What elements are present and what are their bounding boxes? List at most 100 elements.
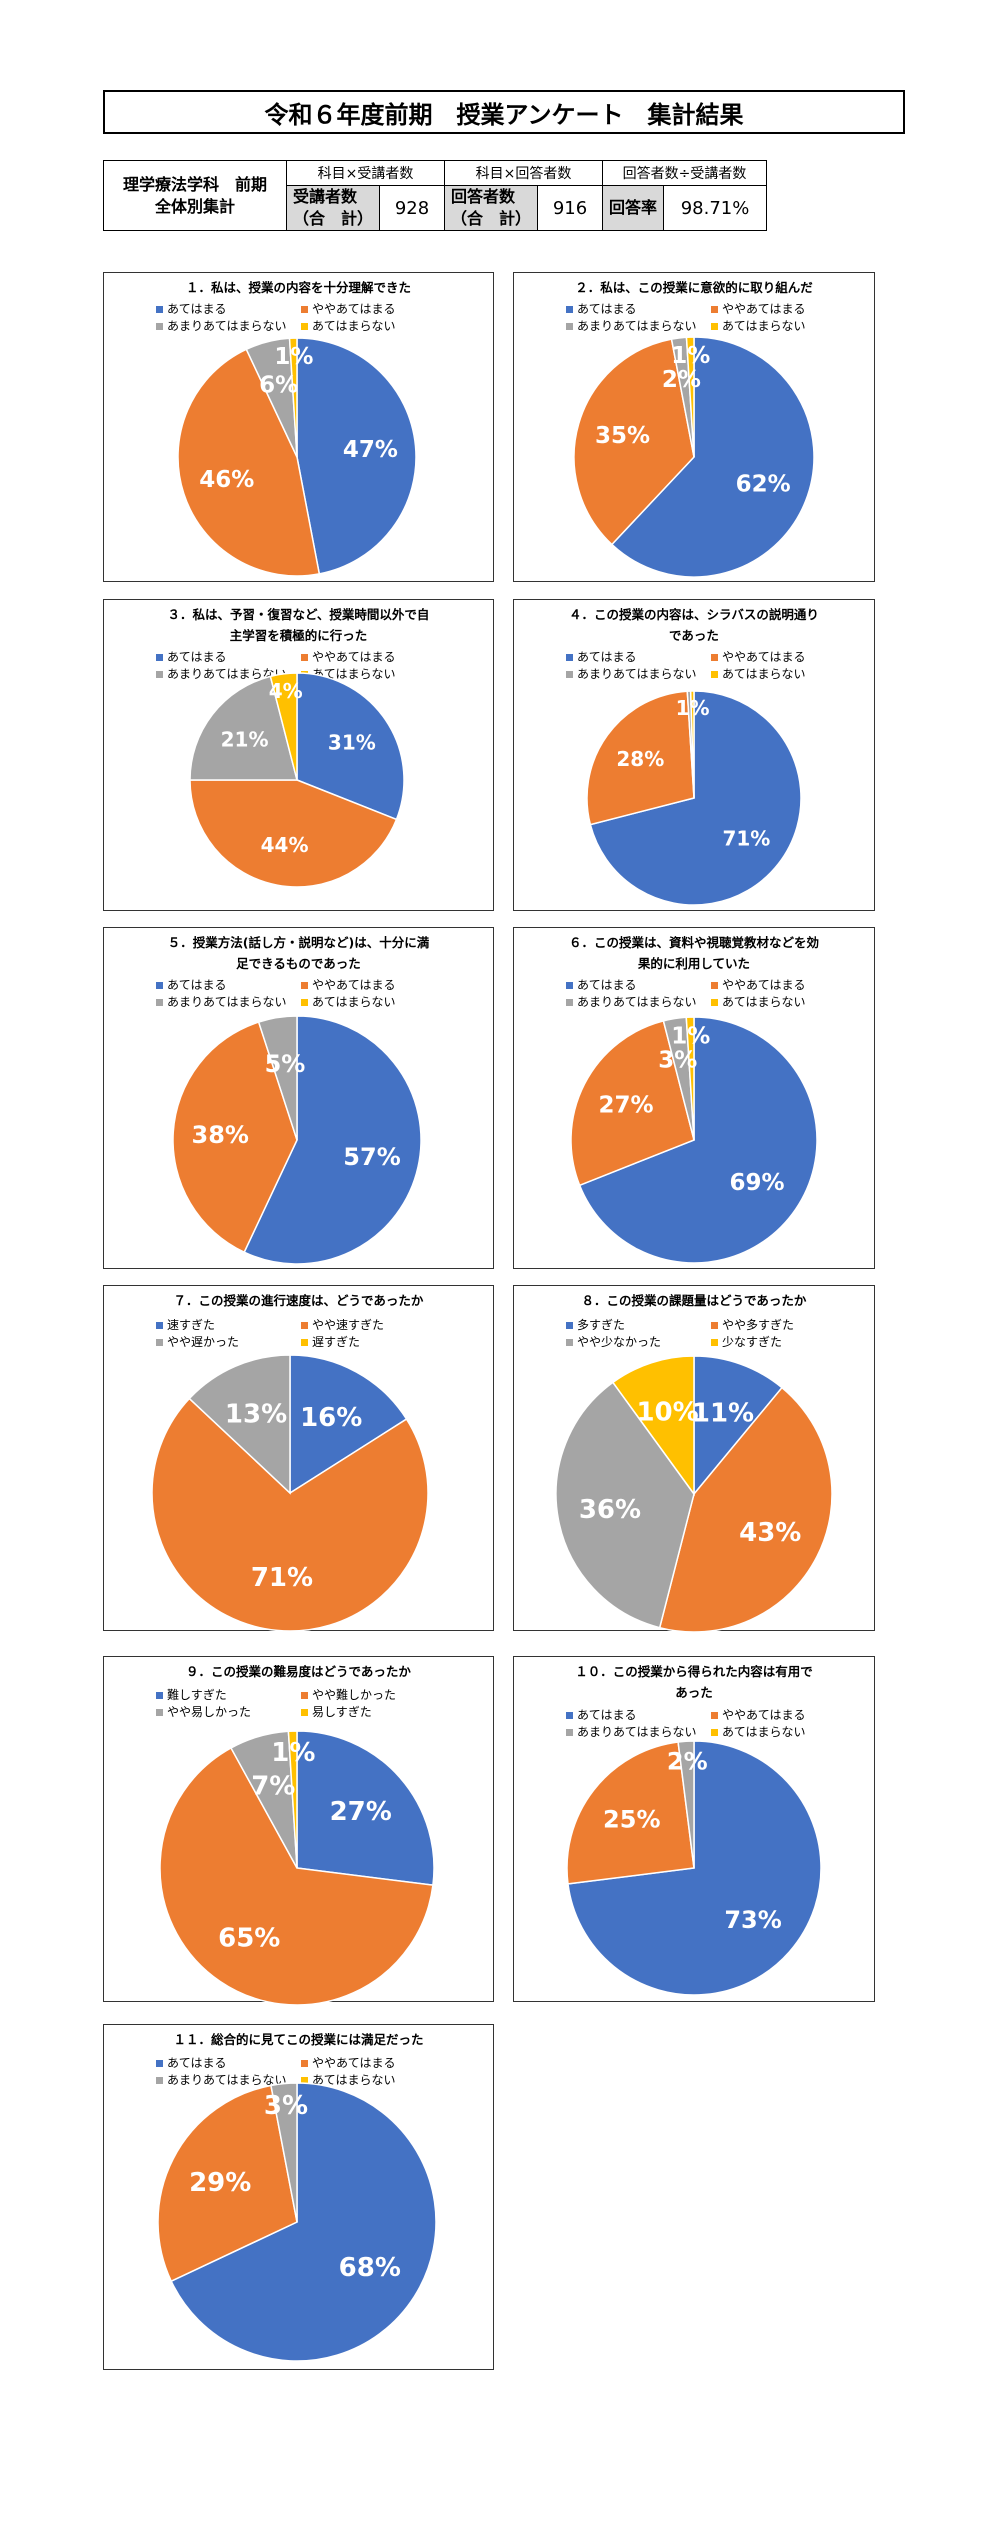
pie-slice (257, 1015, 298, 1141)
legend-label: あまりあてはまらない (577, 667, 697, 681)
chart-legend: 難しすぎた やや難しかった やや易しかった 易しすぎた (156, 1687, 446, 1721)
pie-data-label: 4% (269, 679, 303, 703)
pie-slice (177, 348, 321, 577)
legend-label: ややあてはまる (722, 302, 806, 316)
pie-slice (189, 779, 398, 888)
legend-item: あてはまる (566, 301, 711, 318)
legend-item: やや多すぎた (711, 1317, 856, 1334)
pie-slice (296, 672, 405, 821)
legend-swatch (156, 982, 163, 989)
pie-slice (172, 1021, 298, 1254)
chart-legend: あてはまる ややあてはまる あまりあてはまらない あてはまらない (566, 977, 856, 1011)
legend-item: 難しすぎた (156, 1687, 301, 1704)
legend-swatch (301, 306, 308, 313)
legend-item: あまりあてはまらない (566, 666, 711, 683)
legend-swatch (301, 1692, 308, 1699)
legend-label: あまりあてはまらない (167, 2073, 287, 2087)
legend-label: あまりあてはまらない (167, 995, 287, 1009)
legend-swatch (156, 671, 163, 678)
legend-swatch (566, 1729, 573, 1736)
legend-label: ややあてはまる (312, 2056, 396, 2070)
legend-label: 少なすぎた (722, 1335, 783, 1349)
legend-label: あまりあてはまらない (167, 667, 287, 681)
legend-item: やや速すぎた (301, 1317, 446, 1334)
legend-swatch (566, 982, 573, 989)
legend-swatch (711, 1729, 718, 1736)
pie-data-label: 29% (189, 2168, 251, 2198)
pie-data-label: 36% (579, 1495, 641, 1525)
pie-data-label: 3% (658, 1048, 697, 1074)
chart-title: ６．この授業は、資料や視聴覚教材などを効 果的に利用していた (568, 935, 819, 971)
legend-label: あてはまる (167, 302, 227, 316)
legend-swatch (711, 982, 718, 989)
legend-swatch (156, 999, 163, 1006)
legend-item: あてはまらない (711, 666, 856, 683)
chart-title: １．私は、授業の内容を十分理解できた (185, 280, 411, 295)
legend-item: あてはまらない (711, 994, 856, 1011)
pie-slice (586, 690, 695, 826)
summary-enrolled-label: 受講者数 （合 計） (285, 185, 381, 231)
legend-item: あまりあてはまらない (566, 1724, 711, 1741)
legend-label: やや多すぎた (722, 1318, 795, 1332)
legend-swatch (711, 306, 718, 313)
pie-slice (188, 1354, 291, 1495)
pie-data-label: 62% (736, 471, 791, 497)
legend-label: ややあてはまる (312, 978, 396, 992)
pie-data-label: 2% (662, 367, 701, 393)
legend-label: 難しすぎた (167, 1688, 227, 1702)
pie-data-label: 69% (730, 1170, 785, 1196)
pie-slice (658, 1386, 833, 1633)
legend-item: あてはまる (566, 977, 711, 994)
legend-item: ややあてはまる (301, 977, 446, 994)
pie-slice (555, 1381, 695, 1629)
pie-chart: 68% 29% 3% (157, 2082, 437, 2362)
chart-legend: あてはまる ややあてはまる あまりあてはまらない あてはまらない (156, 301, 446, 335)
pie-chart: 57% 38% 5% (172, 1015, 422, 1265)
pie-data-label: 71% (722, 827, 770, 851)
legend-label: やや少なかった (577, 1335, 662, 1349)
legend-label: ややあてはまる (722, 650, 806, 664)
legend-item: 遅すぎた (301, 1334, 446, 1351)
legend-swatch (711, 1322, 718, 1329)
summary-label-line2: 全体別集計 (154, 196, 235, 216)
pie-chart: 69% 27%3%1% (570, 1016, 818, 1264)
pie-slice (589, 690, 802, 906)
legend-swatch (301, 1322, 308, 1329)
legend-label: あてはまる (577, 302, 637, 316)
legend-label: 遅すぎた (312, 1335, 361, 1349)
legend-swatch (301, 1709, 308, 1716)
pie-chart: 62% 35% 2%1% (573, 336, 815, 578)
legend-swatch (711, 1712, 718, 1719)
pie-data-label: 71% (251, 1563, 313, 1593)
legend-label: やや速すぎた (312, 1318, 385, 1332)
legend-label: やや難しかった (312, 1688, 397, 1702)
pie-slice (296, 337, 417, 575)
pie-slice (159, 1746, 434, 2006)
legend-item: あてはまる (566, 1707, 711, 1724)
pie-chart: 27% 65% 7%1% (159, 1730, 435, 2006)
legend-swatch (156, 2060, 163, 2067)
pie-data-label: 7% (251, 1771, 295, 1801)
pie-slice (573, 338, 695, 546)
chart-title: ９．この授業の難易度はどうであったか (186, 1664, 411, 1679)
legend-swatch (301, 982, 308, 989)
pie-data-label: 1% (671, 1024, 710, 1050)
legend-swatch (566, 999, 573, 1006)
legend-item: あてはまる (156, 977, 301, 994)
pie-data-label: 13% (225, 1399, 287, 1429)
legend-swatch (711, 1339, 718, 1346)
chart-legend: 多すぎた やや多すぎた やや少なかった 少なすぎた (566, 1317, 856, 1351)
summary-label-line1: 理学療法学科 前期 (122, 174, 267, 194)
legend-item: あまりあてはまらない (156, 2072, 301, 2089)
legend-item: ややあてはまる (711, 1707, 856, 1724)
legend-swatch (301, 2060, 308, 2067)
legend-item: やや少なかった (566, 1334, 711, 1351)
pie-chart: 73% 25% 2% (566, 1740, 822, 1996)
pie-chart: 31% 44% 21%4% (189, 672, 405, 888)
pie-slice (151, 1397, 429, 1632)
pie-data-label: 68% (339, 2253, 401, 2283)
pie-slice (570, 1019, 695, 1187)
legend-item: ややあてはまる (301, 649, 446, 666)
chart-title: ８．この授業の課題量はどうであったか (581, 1293, 807, 1308)
legend-label: あてはまらない (722, 995, 806, 1009)
